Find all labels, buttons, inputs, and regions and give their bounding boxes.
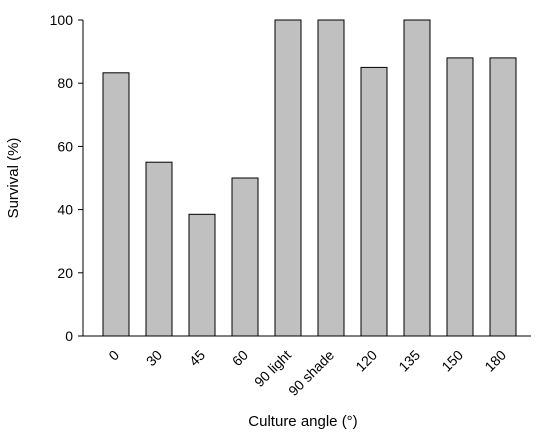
x-tick-label: 60 [229, 347, 251, 369]
y-tick-label: 80 [57, 75, 73, 91]
bars-layer [102, 19, 517, 337]
x-tick-label: 45 [186, 347, 208, 369]
y-axis-title: Survival (%) [5, 138, 22, 219]
bar-1 [145, 161, 173, 337]
x-tick-label: 30 [143, 347, 165, 369]
bar-6 [360, 66, 388, 337]
x-tick-label: 120 [352, 347, 380, 375]
x-tick-label: 150 [438, 347, 466, 375]
bar-8 [446, 57, 474, 337]
bar-7 [403, 19, 431, 337]
bar-9 [489, 57, 517, 337]
y-tick-label: 100 [50, 12, 74, 28]
y-tick-label: 60 [57, 138, 73, 154]
y-tick-label: 20 [57, 265, 73, 281]
bar-3 [231, 177, 259, 337]
x-tick-label: 90 shade [285, 347, 337, 399]
bar-2 [188, 213, 216, 337]
x-axis-title: Culture angle (°) [248, 413, 357, 430]
bar-0 [102, 72, 130, 337]
bar-5 [317, 19, 345, 337]
x-tick-label: 0 [105, 347, 122, 364]
y-tick-label: 0 [65, 328, 73, 344]
y-tick-label: 40 [57, 202, 73, 218]
x-tick-label: 180 [481, 347, 509, 375]
bar-4 [274, 19, 302, 337]
x-tick-label: 135 [395, 347, 423, 375]
y-ticks-layer: 0 20 40 60 80 100 [50, 12, 83, 344]
